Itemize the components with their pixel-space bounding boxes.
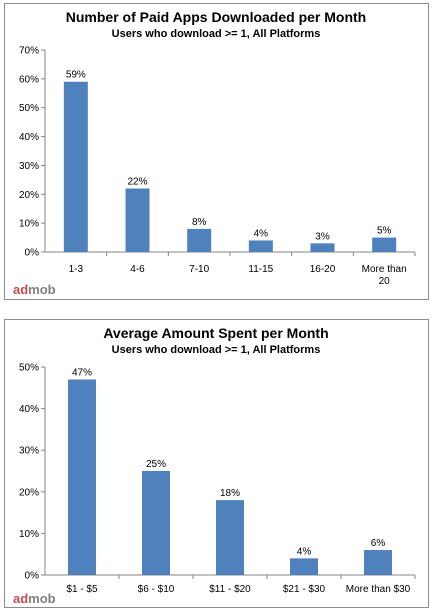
data-label: 47% [72, 367, 92, 378]
data-label: 25% [146, 459, 166, 470]
chart-panel-paid-apps: Number of Paid Apps Downloaded per Month… [4, 3, 429, 300]
y-tick-label: 70% [19, 46, 39, 57]
paid-apps-chart: Number of Paid Apps Downloaded per Month… [13, 9, 416, 297]
chart-subtitle: Users who download >= 1, All Platforms [112, 28, 321, 40]
x-tick-label: 1-3 [69, 264, 84, 275]
data-label: 18% [220, 488, 240, 499]
x-tick-label: 7-10 [189, 264, 209, 275]
y-tick-label: 20% [19, 190, 39, 201]
y-tick-label: 30% [19, 161, 39, 172]
chart-title: Average Amount Spent per Month [103, 325, 328, 341]
amount-spent-chart: Average Amount Spent per Month Users who… [13, 325, 416, 606]
y-tick-label: 40% [19, 404, 39, 415]
x-tick-label: $11 - $20 [209, 584, 251, 595]
y-tick-label: 60% [19, 74, 39, 85]
data-label: 5% [377, 226, 392, 237]
y-tick-label: 50% [19, 363, 39, 374]
bar [187, 228, 212, 252]
x-tick-label: More than $30 [346, 584, 411, 595]
data-label: 4% [254, 228, 269, 239]
bar [364, 550, 392, 575]
y-tick-label: 50% [19, 103, 39, 114]
bar [248, 240, 273, 252]
admob-logo: admob [13, 282, 56, 297]
x-tick-label: $6 - $10 [138, 584, 175, 595]
y-tick-label: 40% [19, 132, 39, 143]
data-label: 8% [192, 217, 207, 228]
y-tick-label: 20% [19, 487, 39, 498]
data-label: 6% [371, 538, 386, 549]
x-tick-label: 4-6 [130, 264, 145, 275]
data-label: 22% [127, 177, 147, 188]
plot-area: 0% 10% 20% 30% 40% 50% 60% 70% 59% 1-3 22% 4-6 8% 7-1… [19, 46, 416, 287]
bar [372, 237, 397, 252]
x-tick-label: $1 - $5 [66, 584, 98, 595]
bar [142, 471, 170, 575]
plot-area: 0% 10% 20% 30% 40% 50% 47% $1 - $5 25% $6 - $10 18… [19, 363, 416, 595]
x-tick-label: 11-15 [248, 264, 273, 275]
chart-panel-amount-spent: Average Amount Spent per Month Users who… [4, 319, 429, 608]
data-label: 3% [315, 231, 330, 242]
bar [310, 243, 335, 252]
chart-subtitle: Users who download >= 1, All Platforms [112, 344, 321, 356]
data-label: 4% [297, 546, 312, 557]
y-tick-label: 30% [19, 446, 39, 457]
y-tick-label: 10% [19, 529, 39, 540]
bar [125, 188, 150, 252]
y-tick-label: 0% [25, 248, 40, 259]
y-tick-label: 10% [19, 219, 39, 230]
x-tick-label: More than 20 [362, 264, 407, 287]
bar [68, 379, 96, 575]
bar [290, 558, 318, 575]
bar [216, 500, 244, 575]
x-tick-label: $21 - $30 [283, 584, 326, 595]
bar [63, 81, 88, 252]
admob-logo: admob [13, 591, 56, 606]
chart-title: Number of Paid Apps Downloaded per Month [66, 9, 366, 25]
data-label: 59% [66, 70, 86, 81]
y-tick-label: 0% [25, 571, 40, 582]
x-tick-label: 16-20 [310, 264, 336, 275]
